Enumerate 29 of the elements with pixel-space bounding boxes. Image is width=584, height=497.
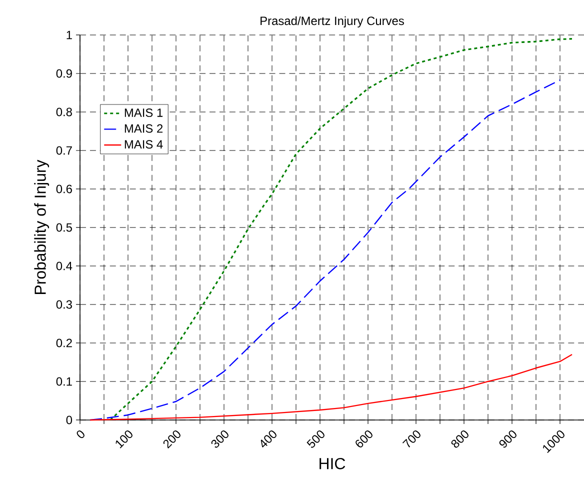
x-tick-label: 800 <box>451 430 468 448</box>
y-tick-label: 0.4 <box>56 262 72 270</box>
y-tick-label: 0.9 <box>56 69 72 78</box>
legend-label: MAIS 1 <box>124 108 163 117</box>
x-tick-label: 400 <box>260 430 276 448</box>
x-tick-label: 500 <box>306 430 324 448</box>
chart-title: Prasad/Mertz Injury Curves <box>260 16 404 28</box>
y-tick-label: 0.5 <box>56 223 72 232</box>
y-tick-label: 0.1 <box>56 377 72 386</box>
x-tick-label: 600 <box>356 430 372 448</box>
y-tick-label: 0.2 <box>56 338 72 348</box>
y-tick-label: 0.3 <box>56 300 72 309</box>
line-series <box>109 38 573 421</box>
line-series <box>89 79 561 421</box>
y-tick-label: 0 <box>66 416 72 424</box>
y-axis-title: Probability of Injury <box>34 160 50 294</box>
x-axis-title: HIC <box>320 458 346 470</box>
y-tick-label: 0.8 <box>56 108 72 116</box>
y-tick-label: 0.6 <box>56 184 72 194</box>
x-tick-label: 200 <box>163 430 180 449</box>
y-tick-label: 1 <box>66 30 72 40</box>
x-tick-label: 700 <box>402 430 420 448</box>
legend-label: MAIS 4 <box>124 140 163 149</box>
y-tick-label: 0.7 <box>56 146 72 155</box>
x-tick-label: 900 <box>499 430 516 448</box>
x-tick-label: 100 <box>116 430 132 448</box>
x-tick-label: 0 <box>76 430 84 438</box>
legend-label: MAIS 2 <box>124 124 163 133</box>
x-tick-label: 300 <box>211 430 228 448</box>
